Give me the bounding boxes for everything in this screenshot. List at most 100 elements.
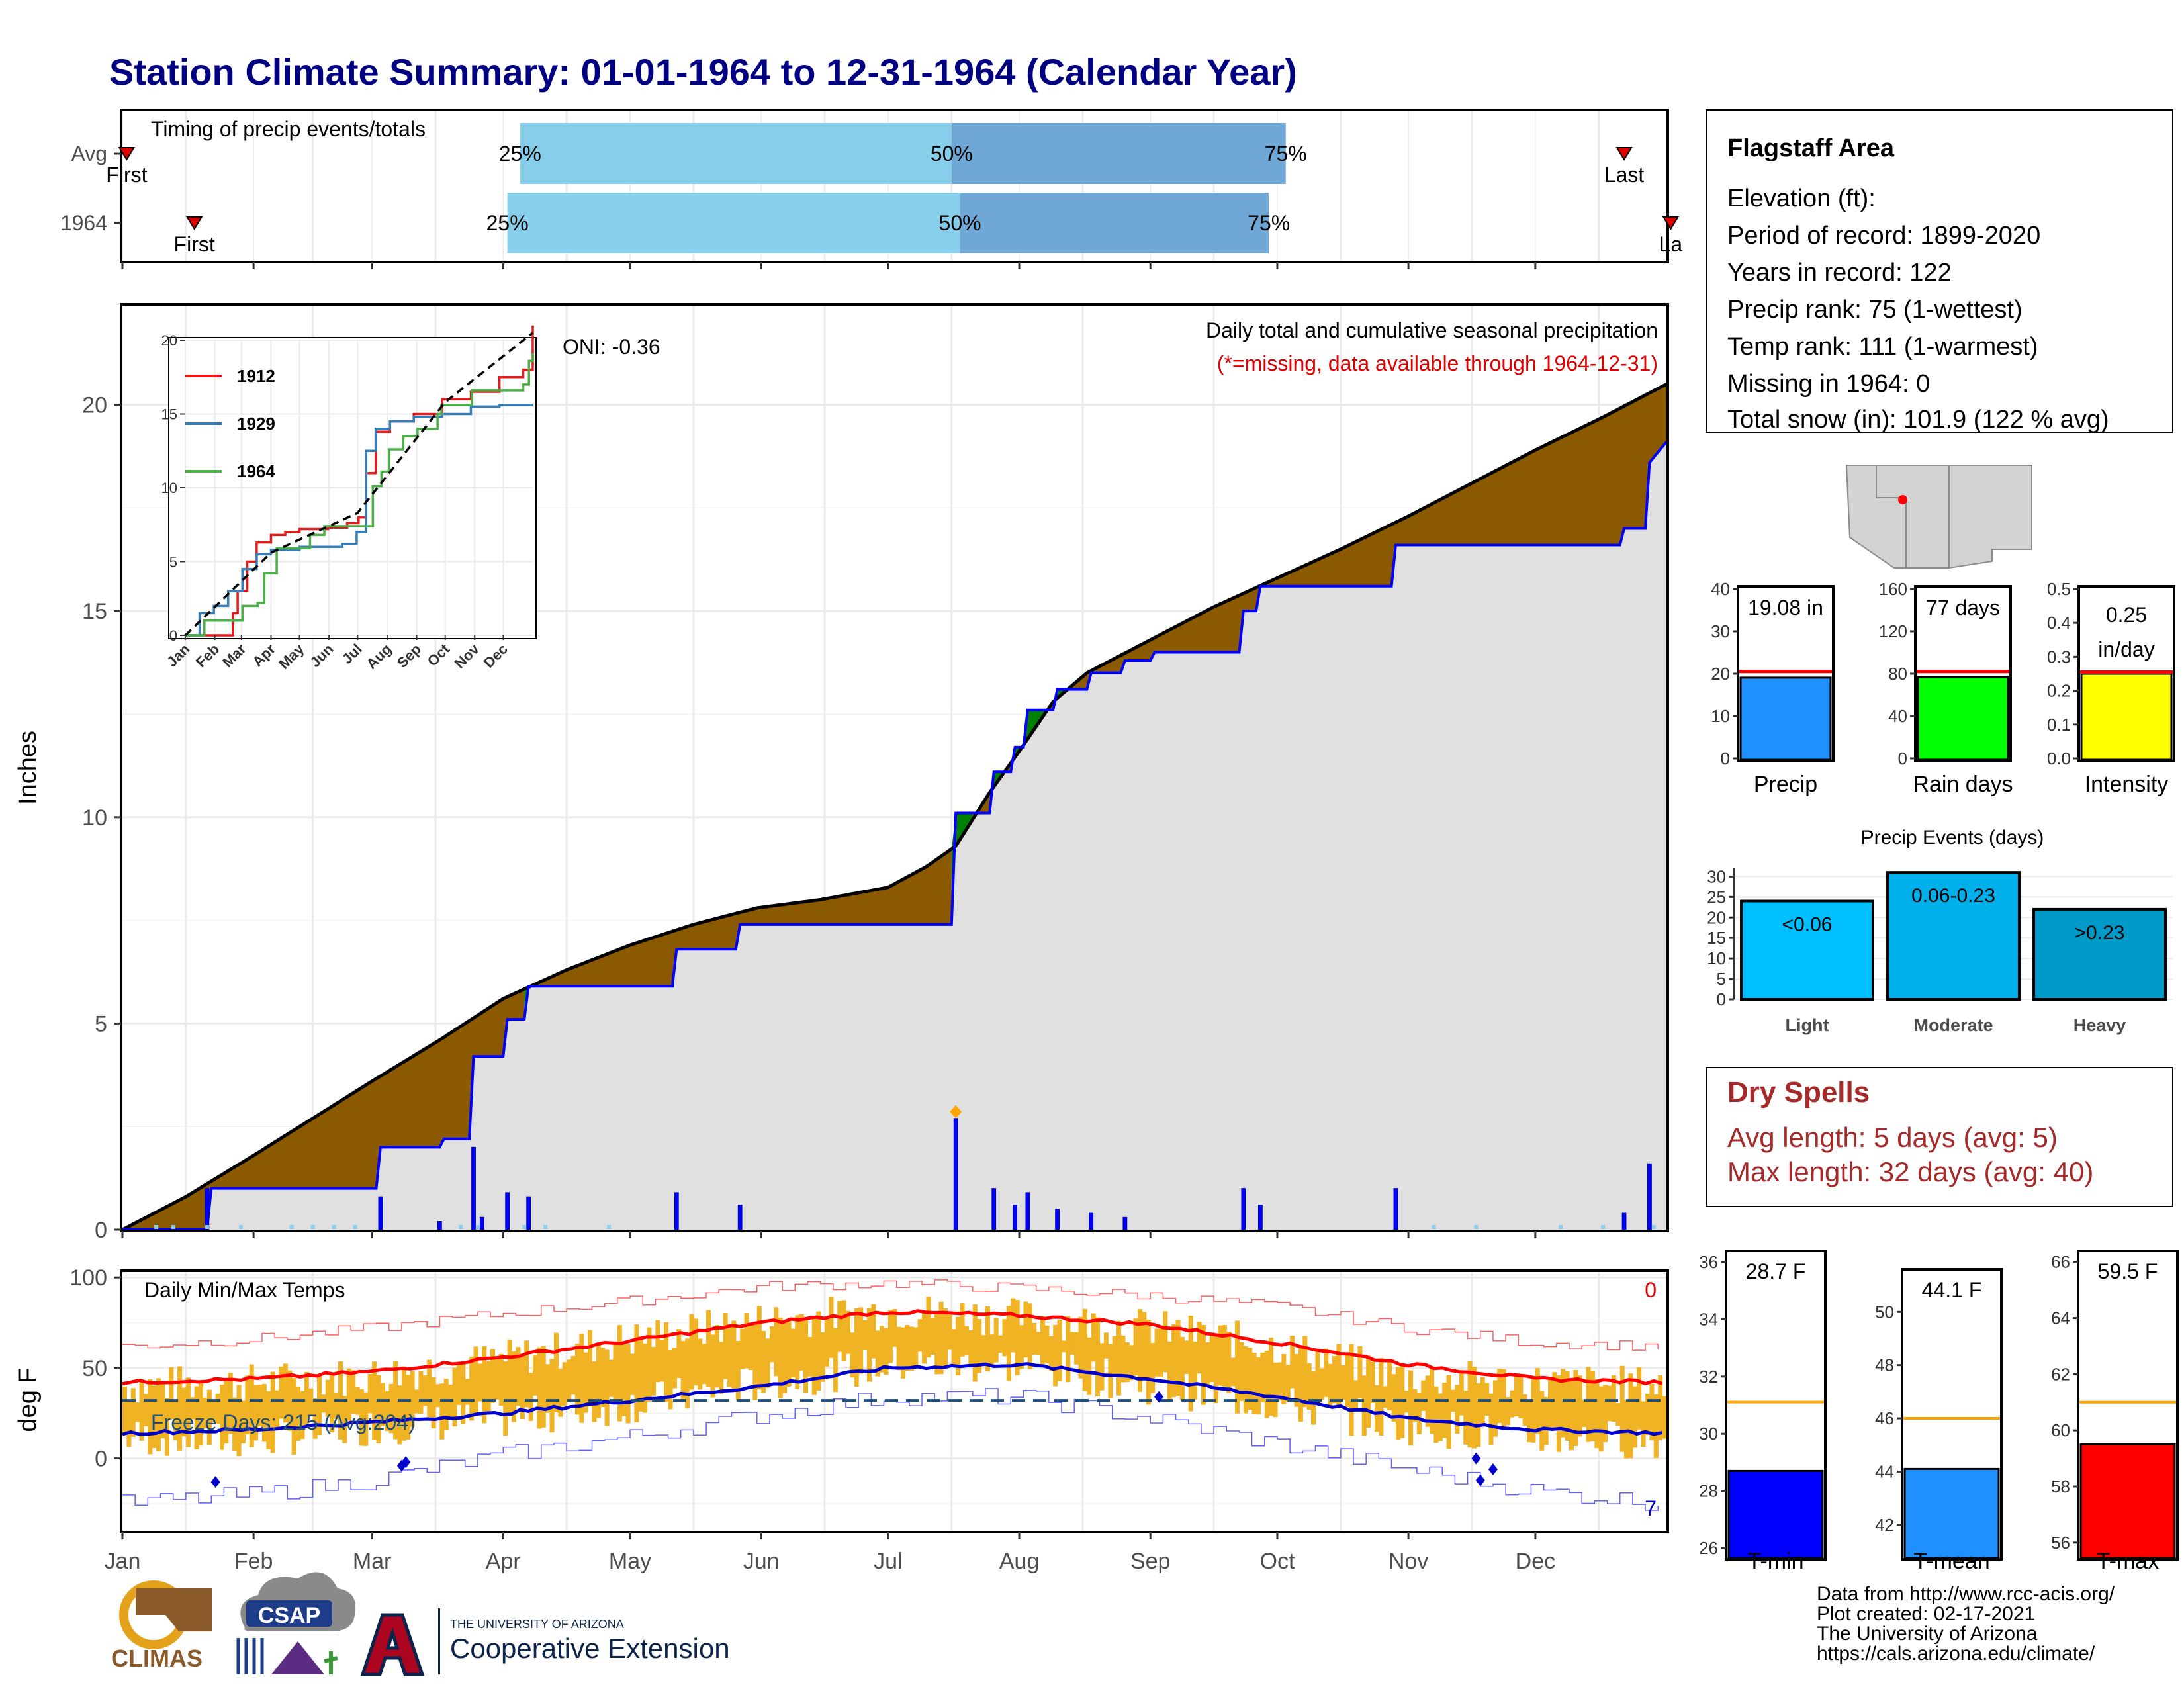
temp-daily-bar [1451, 1389, 1456, 1412]
temp-daily-bar [1294, 1353, 1299, 1407]
temp-daily-bar [393, 1361, 398, 1440]
summary-ytick-label: 0.3 [2047, 647, 2071, 666]
temp-panel: 0 50 100 Jan Feb Mar Apr May Jun Jul Aug Sep Oct Nov D… [14, 1265, 1669, 1574]
temp-daily-bar [1383, 1386, 1388, 1408]
temp-daily-bar [977, 1318, 982, 1373]
inset-lines [184, 325, 534, 637]
temp-daily-bar [964, 1326, 969, 1355]
precip-trace-mark [459, 1225, 463, 1229]
temp-daily-bar [1260, 1352, 1265, 1402]
temp-daily-bar [901, 1327, 906, 1379]
temp-daily-bar [1425, 1375, 1430, 1427]
temp-daily-bar [1467, 1360, 1473, 1448]
summary-ytick-label: 0 [1721, 749, 1730, 768]
climas-logo: CLIMAS [111, 1580, 212, 1672]
temp-daily-bar [1201, 1325, 1206, 1405]
events-ytick-label: 0 [1717, 989, 1726, 1009]
temp-daily-bar [922, 1313, 927, 1364]
temp-daily-bar [334, 1392, 339, 1419]
temp-daily-bar [1235, 1320, 1240, 1414]
temp-daily-bar [224, 1379, 229, 1443]
temp-axes: 0 50 100 Jan Feb Mar Apr May Jun Jul Aug Sep Oct Nov D… [69, 1265, 1555, 1574]
temp-daily-bar [1442, 1382, 1447, 1438]
temp-xtick-label: Mar [353, 1549, 392, 1574]
precip-trace-mark [205, 1225, 209, 1229]
temp-daily-bar [1653, 1394, 1659, 1459]
temp-daily-bar [203, 1397, 208, 1428]
temp-daily-bar [1269, 1338, 1274, 1416]
temp-daily-bar [503, 1361, 508, 1436]
precip-daily-bar [505, 1192, 510, 1230]
temp-daily-bar [1082, 1308, 1087, 1391]
temp-daily-bar [406, 1375, 411, 1440]
temp-daily-bar [926, 1297, 931, 1358]
temp-daily-bar [1290, 1336, 1295, 1389]
temp-daily-bar [951, 1329, 956, 1365]
timing-panel: Timing of precip events/totals 25% 50% 75%… [60, 109, 1682, 269]
temp-daily-bar [439, 1383, 445, 1440]
temp-daily-bar [1582, 1399, 1587, 1427]
precip-trace-mark [1432, 1225, 1436, 1229]
summary-value-label: 19.08 in [1748, 596, 1823, 619]
temp-ytick-label: 100 [69, 1265, 107, 1291]
precip-area-deficit [122, 989, 525, 1230]
temp-daily-bar [1108, 1344, 1113, 1398]
precip-daily-bar [1393, 1188, 1398, 1230]
temp-daily-bar [782, 1320, 788, 1393]
dry-frame [1706, 1067, 2173, 1207]
events-bar-moderate [1886, 871, 2021, 1001]
summary-ytick-label: 60 [2051, 1420, 2070, 1440]
temp-daily-bar [1543, 1396, 1549, 1445]
temp-daily-bar [1112, 1336, 1117, 1377]
summary-bar [2079, 1443, 2176, 1559]
temp-xtick-label: Jan [105, 1549, 141, 1574]
summary-name: Intensity [2085, 772, 2169, 797]
temp-daily-bar [592, 1361, 597, 1422]
temp-daily-bar [837, 1301, 842, 1352]
map-state-east [1948, 465, 2032, 569]
temp-daily-bar [1302, 1336, 1308, 1408]
temp-daily-bar [934, 1314, 940, 1375]
temp-daily-bar [1138, 1309, 1143, 1392]
temp-daily-bar [122, 1386, 127, 1435]
temp-daily-bar [1124, 1342, 1130, 1383]
precip-observed-cumulative-line [122, 441, 1668, 1231]
summary-ytick-label: 0.2 [2047, 681, 2071, 701]
summary-value-label-2: in/day [2098, 637, 2154, 661]
temp-daily-bar [621, 1344, 627, 1416]
temp-daily-bar [283, 1363, 288, 1423]
precip-daily-bar [1013, 1205, 1018, 1230]
temp-daily-bar [676, 1329, 682, 1379]
temp-daily-bar [1637, 1367, 1642, 1430]
precip-trace-mark [154, 1225, 159, 1229]
precip-area-surplus [951, 813, 973, 925]
temp-daily-bar [473, 1346, 478, 1414]
temp-record-max-line [122, 1279, 1659, 1351]
inset-legend-label: 1964 [237, 461, 275, 481]
summary-name: T-min [1748, 1549, 1804, 1574]
events-category-label: Light [1786, 1015, 1829, 1035]
temp-daily-bar [249, 1364, 254, 1447]
temp-daily-bar [245, 1375, 250, 1435]
summary-ytick-label: 40 [1711, 579, 1730, 599]
temp-daily-bar [1619, 1365, 1625, 1452]
temp-daily-bar [211, 1400, 216, 1422]
events-ytick-label: 5 [1717, 969, 1726, 989]
summary-ytick-label: 0.5 [2047, 579, 2071, 599]
temp-daily-bar [774, 1307, 779, 1377]
timing-label-q50: 50% [939, 211, 981, 235]
timing-title: Timing of precip events/totals [151, 117, 426, 141]
temp-daily-bar [1087, 1337, 1092, 1395]
precip-daily-bar [1055, 1209, 1060, 1230]
inset-legend-label: 1912 [237, 366, 275, 386]
events-category-label: Moderate [1913, 1015, 1993, 1035]
precip-trace-mark [543, 1225, 548, 1229]
temp-daily-bar [588, 1330, 593, 1406]
temp-daily-bar [1594, 1379, 1600, 1449]
temp-daily-bar [1324, 1348, 1329, 1397]
temp-daily-bar [537, 1347, 542, 1429]
temp-xtick-label: Aug [999, 1549, 1040, 1574]
precip-daily-bar [1241, 1188, 1246, 1230]
